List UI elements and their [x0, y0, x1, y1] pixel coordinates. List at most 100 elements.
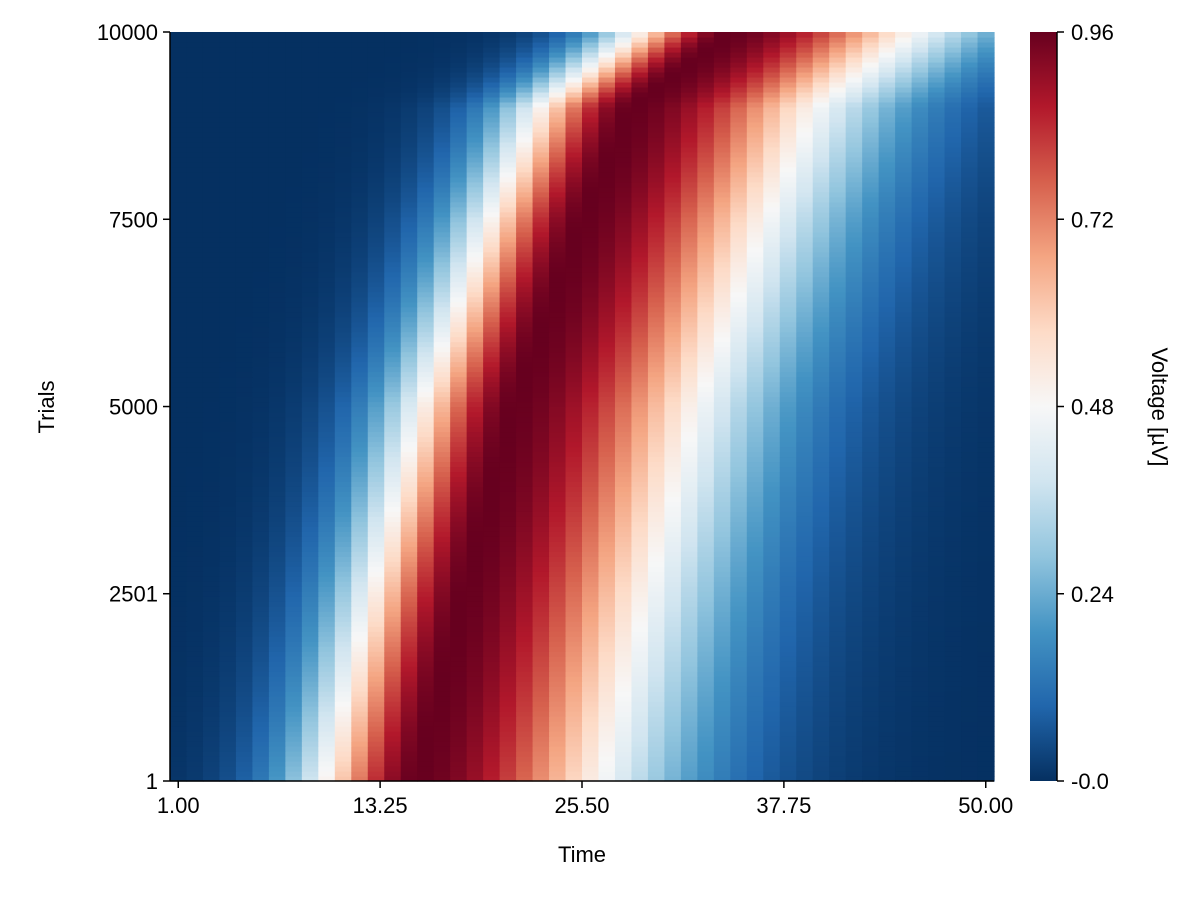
heatmap-cell [928, 626, 946, 632]
heatmap-cell [252, 556, 270, 562]
heatmap-cell [318, 711, 336, 717]
heatmap-cell [417, 511, 435, 517]
heatmap-cell [186, 491, 204, 497]
heatmap-cell [862, 301, 880, 308]
heatmap-cell [614, 381, 633, 388]
heatmap-cell [417, 526, 435, 532]
heatmap-cell [219, 281, 237, 288]
heatmap-cell [647, 321, 665, 328]
heatmap-cell [680, 701, 698, 707]
heatmap-cell [582, 526, 600, 532]
heatmap-cell [252, 451, 270, 458]
heatmap-cell [400, 651, 418, 657]
heatmap-cell [779, 766, 797, 772]
heatmap-cell [977, 451, 995, 458]
heatmap-cell [417, 531, 435, 537]
heatmap-cell [598, 506, 616, 512]
heatmap-cell [878, 631, 896, 637]
heatmap-cell [351, 426, 369, 433]
heatmap-cell [235, 641, 253, 647]
heatmap-cell [862, 501, 880, 507]
heatmap-cell [647, 696, 665, 702]
heatmap-cell [598, 426, 616, 433]
heatmap-cell [713, 361, 731, 368]
heatmap-cell [549, 771, 567, 777]
heatmap-cell [713, 671, 731, 677]
heatmap-cell [318, 561, 336, 567]
heatmap-cell [417, 491, 435, 497]
heatmap-cell [796, 666, 814, 672]
heatmap-cell [565, 351, 583, 358]
heatmap-cell [170, 706, 188, 712]
heatmap-cell [417, 321, 435, 328]
heatmap-cell [647, 566, 665, 572]
heatmap-cell [384, 501, 402, 507]
heatmap-cell [697, 321, 715, 328]
heatmap-cell [730, 436, 748, 443]
heatmap-cell [614, 411, 633, 418]
heatmap-cell [170, 551, 188, 557]
heatmap-cell [351, 296, 369, 303]
heatmap-cell [845, 636, 863, 642]
heatmap-cell [433, 326, 451, 333]
heatmap-cell [351, 391, 369, 398]
heatmap-cell [186, 466, 204, 473]
heatmap-cell [400, 461, 418, 468]
heatmap-cell [516, 411, 534, 418]
heatmap-cell [878, 451, 896, 458]
heatmap-cell [614, 701, 633, 707]
heatmap-cell [928, 441, 946, 448]
heatmap-cell [252, 506, 270, 512]
heatmap-cell [614, 676, 633, 682]
heatmap-cell [730, 391, 748, 398]
heatmap-cell [318, 386, 336, 393]
heatmap-cell [268, 386, 286, 393]
heatmap-cell [235, 496, 253, 502]
heatmap-cell [845, 296, 863, 303]
heatmap-cell [170, 456, 188, 463]
heatmap-cell [961, 561, 979, 567]
heatmap-cell [384, 776, 402, 782]
heatmap-cell [499, 416, 517, 423]
heatmap-cell [961, 596, 979, 602]
heatmap-cell [812, 651, 830, 657]
heatmap-cell [252, 476, 270, 482]
heatmap-cell [549, 686, 567, 692]
heatmap-cell [763, 346, 781, 353]
heatmap-cell [334, 581, 352, 587]
heatmap-cell [351, 396, 369, 403]
heatmap-cell [582, 291, 600, 298]
heatmap-cell [367, 411, 385, 418]
heatmap-cell [565, 671, 583, 677]
heatmap-cell [812, 716, 830, 722]
heatmap-cell [499, 706, 517, 712]
heatmap-cell [450, 556, 468, 562]
heatmap-cell [845, 491, 863, 497]
heatmap-cell [549, 706, 567, 712]
heatmap-cell [301, 631, 319, 637]
heatmap-cell [895, 371, 913, 378]
heatmap-cell [977, 406, 995, 413]
heatmap-cell [499, 721, 517, 727]
heatmap-cell [268, 356, 286, 363]
heatmap-cell [713, 601, 731, 607]
heatmap-cell [450, 476, 468, 482]
heatmap-cell [911, 396, 929, 403]
heatmap-cell [713, 566, 731, 572]
heatmap-cell [680, 491, 698, 497]
heatmap-cell [433, 711, 451, 717]
heatmap-cell [285, 381, 303, 388]
heatmap-cell [944, 696, 962, 702]
heatmap-cell [928, 486, 946, 492]
heatmap-cell [746, 541, 764, 547]
heatmap-cell [779, 511, 797, 517]
heatmap-cell [466, 396, 484, 403]
heatmap-cell [285, 671, 303, 677]
heatmap-cell [384, 321, 402, 328]
heatmap-cell [812, 416, 830, 423]
heatmap-cell [961, 406, 979, 413]
heatmap-cell [631, 776, 649, 782]
heatmap-cell [911, 681, 929, 687]
heatmap-cell [928, 451, 946, 458]
heatmap-cell [268, 641, 286, 647]
